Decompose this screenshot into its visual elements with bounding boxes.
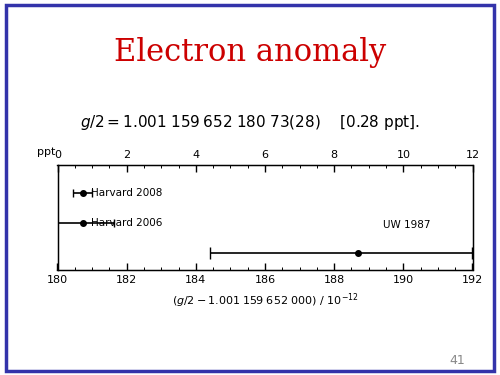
Text: Harvard 2008: Harvard 2008 — [92, 188, 163, 198]
Text: Harvard 2006: Harvard 2006 — [92, 218, 163, 228]
Text: ppt: ppt — [37, 147, 56, 157]
Text: UW 1987: UW 1987 — [382, 220, 430, 230]
Text: 41: 41 — [449, 354, 465, 367]
Text: Electron anomaly: Electron anomaly — [114, 38, 386, 69]
X-axis label: $(g/2 - 1.001\;159\;652\;000)\ /\ 10^{-12}$: $(g/2 - 1.001\;159\;652\;000)\ /\ 10^{-1… — [172, 292, 358, 310]
Text: $g/2 = 1.001\;159\;652\;180\;73(28)$    $[0.28\ \mathrm{ppt}].$: $g/2 = 1.001\;159\;652\;180\;73(28)$ $[0… — [80, 112, 420, 132]
